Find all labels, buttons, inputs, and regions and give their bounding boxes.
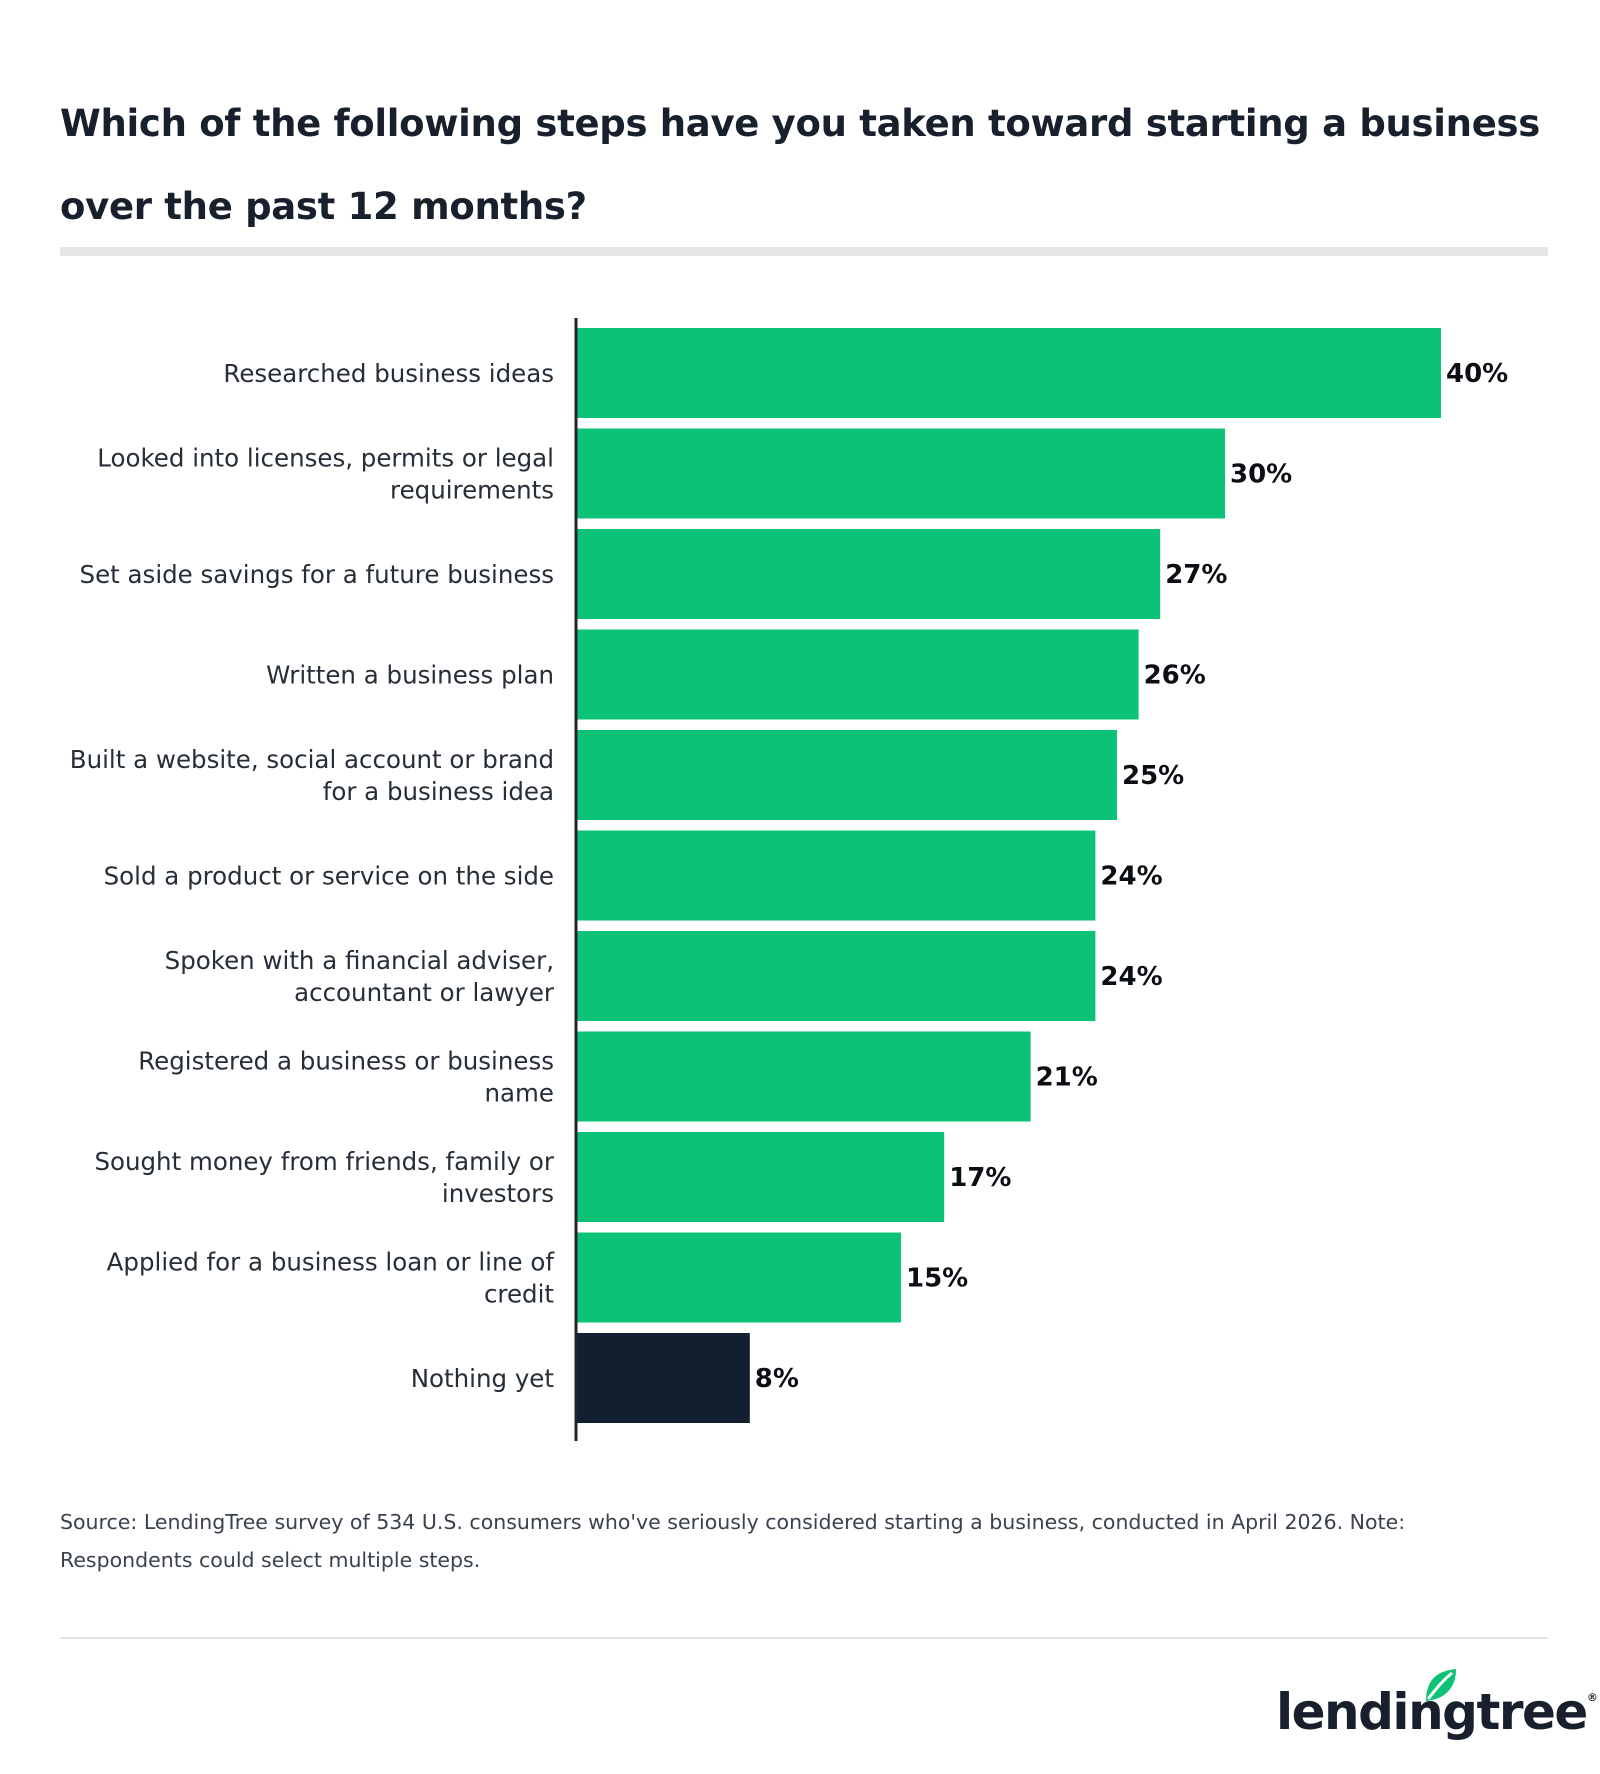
bar-3: [577, 629, 1139, 720]
bar-9: [577, 1232, 901, 1323]
value-label-10: 8%: [755, 1364, 799, 1394]
bar-10: [577, 1333, 750, 1423]
bar-1: [577, 428, 1225, 519]
value-label-4: 25%: [1122, 761, 1184, 791]
category-label-2: Set aside savings for a future business: [80, 560, 554, 589]
value-label-6: 24%: [1100, 962, 1162, 992]
category-label-5: Sold a product or service on the side: [104, 862, 554, 891]
title-divider: [60, 247, 1548, 256]
value-label-7: 21%: [1036, 1063, 1098, 1093]
bar-7: [577, 1031, 1031, 1122]
bar-2: [577, 529, 1161, 619]
value-label-9: 15%: [906, 1264, 968, 1294]
bar-0: [577, 328, 1441, 418]
category-label-10: Nothing yet: [411, 1364, 555, 1393]
category-label-6: Spoken with a financial adviser, accounta…: [165, 946, 555, 1007]
value-label-1: 30%: [1230, 460, 1292, 490]
category-label-9: Applied for a business loan or line of cr…: [107, 1248, 556, 1309]
bar-4: [577, 730, 1117, 820]
category-label-0: Researched business ideas: [223, 359, 554, 388]
category-label-3: Written a business plan: [266, 661, 554, 690]
value-label-2: 27%: [1165, 560, 1227, 590]
value-label-0: 40%: [1446, 359, 1508, 389]
leaf-icon: [1426, 1669, 1456, 1701]
category-label-1: Looked into licenses, permits or legal re…: [97, 444, 554, 505]
bar-chart: Researched business ideas Looked into lic…: [70, 318, 1508, 1441]
value-label-8: 17%: [949, 1163, 1011, 1193]
bar-6: [577, 931, 1096, 1021]
footer-divider: [60, 1637, 1548, 1639]
value-label-5: 24%: [1100, 862, 1162, 892]
category-label-8: Sought money from friends, family or inve…: [94, 1147, 554, 1208]
bar-5: [577, 830, 1096, 921]
value-label-3: 26%: [1144, 661, 1206, 691]
lendingtree-logo: lendingtree®: [1270, 1665, 1598, 1755]
bar-8: [577, 1132, 945, 1222]
category-label-4: Built a website, social account or brand…: [70, 745, 554, 806]
source-note: Source: LendingTree survey of 534 U.S. c…: [60, 1510, 1406, 1572]
logo-wordmark: lendingtree: [1276, 1683, 1588, 1741]
category-label-7: Registered a business or business name: [138, 1047, 554, 1108]
chart-title: Which of the following steps have you ta…: [60, 102, 1540, 228]
